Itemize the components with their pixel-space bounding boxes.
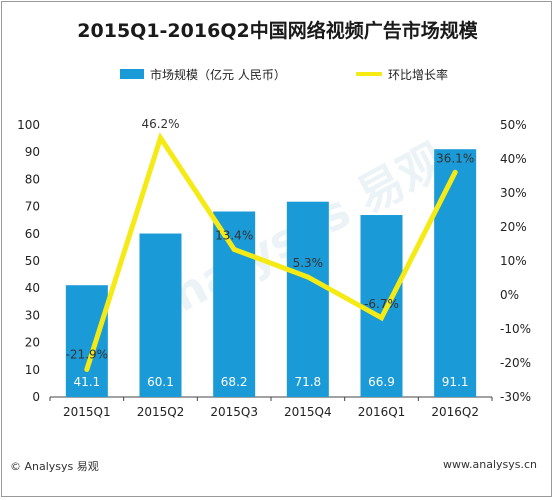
y-left-tick-label: 60 xyxy=(25,227,40,241)
line-point xyxy=(452,169,458,175)
bar-value-label: 60.1 xyxy=(147,375,174,389)
source-credit: © Analysys 易观 xyxy=(10,460,99,473)
y-left-tick-label: 30 xyxy=(25,308,40,322)
line-point xyxy=(305,274,311,280)
y-left-tick-label: 0 xyxy=(32,390,40,404)
growth-value-label: 13.4% xyxy=(215,228,253,242)
source-url[interactable]: www.analysys.cn xyxy=(443,458,537,471)
legend-label-bar: 市场规模（亿元 人民币） xyxy=(150,67,286,82)
y-left-tick-label: 100 xyxy=(17,118,40,132)
growth-value-label: 5.3% xyxy=(293,256,324,270)
y-left-tick-label: 20 xyxy=(25,336,40,350)
x-tick-label: 2016Q1 xyxy=(358,405,406,419)
legend: 市场规模（亿元 人民币） 环比增长率 xyxy=(120,67,448,82)
growth-value-label: 36.1% xyxy=(436,151,474,165)
bar xyxy=(65,285,108,397)
y-right-tick-label: 40% xyxy=(500,152,527,166)
y-left-tick-label: 40 xyxy=(25,281,40,295)
x-tick-label: 2016Q2 xyxy=(431,405,479,419)
chart-title: 2015Q1-2016Q2中国网络视频广告市场规模 xyxy=(77,20,478,42)
line-series xyxy=(84,132,458,372)
line-point xyxy=(84,366,90,372)
line-point xyxy=(231,246,237,252)
x-tick-label: 2015Q1 xyxy=(63,405,111,419)
y-right-tick-label: 20% xyxy=(500,220,527,234)
bar xyxy=(360,215,403,397)
x-tick-label: 2015Q2 xyxy=(137,405,185,419)
line-point xyxy=(379,315,384,321)
growth-value-label: -6.7% xyxy=(364,297,399,311)
bar-value-label: 91.1 xyxy=(442,375,469,389)
bar xyxy=(139,233,182,397)
y-right-tick-label: -20% xyxy=(500,356,531,370)
bar-series xyxy=(65,149,477,397)
bar xyxy=(434,149,477,397)
bar-value-label: 41.1 xyxy=(73,375,100,389)
legend-label-line: 环比增长率 xyxy=(388,67,448,82)
y-left-tick-label: 80 xyxy=(25,172,40,186)
x-tick-label: 2015Q3 xyxy=(210,405,258,419)
legend-swatch-line xyxy=(356,72,382,76)
y-right-tick-label: -30% xyxy=(500,390,531,404)
line-point xyxy=(158,135,163,141)
legend-swatch-bar xyxy=(120,69,144,79)
bar xyxy=(213,211,256,397)
growth-value-label: -21.9% xyxy=(66,347,108,361)
y-left-tick-label: 70 xyxy=(25,200,40,214)
x-tick-label: 2015Q4 xyxy=(284,405,332,419)
bar xyxy=(286,201,329,397)
bar-value-label: 66.9 xyxy=(368,375,395,389)
chart-axes: 0 10 20 30 40 50 60 70 80 90 100 -30% -20% -10% 0% 10% 2… xyxy=(17,118,531,419)
y-right-tick-label: 0% xyxy=(500,288,519,302)
bar-value-label: 71.8 xyxy=(294,375,321,389)
y-left-tick-label: 90 xyxy=(25,145,40,159)
y-left-tick-label: 10 xyxy=(25,363,40,377)
growth-value-label: 46.2% xyxy=(141,117,179,131)
y-right-tick-label: 10% xyxy=(500,254,527,268)
y-left-tick-label: 50 xyxy=(25,254,40,268)
bar-value-label: 68.2 xyxy=(221,375,248,389)
data-labels: 41.1 60.1 68.2 71.8 66.9 91.1 -21.9% 46.2% 13.4%… xyxy=(66,117,475,389)
y-right-tick-label: 50% xyxy=(500,118,527,132)
y-right-tick-label: 30% xyxy=(500,186,527,200)
y-right-tick-label: -10% xyxy=(500,322,531,336)
growth-rate-line xyxy=(84,132,458,371)
